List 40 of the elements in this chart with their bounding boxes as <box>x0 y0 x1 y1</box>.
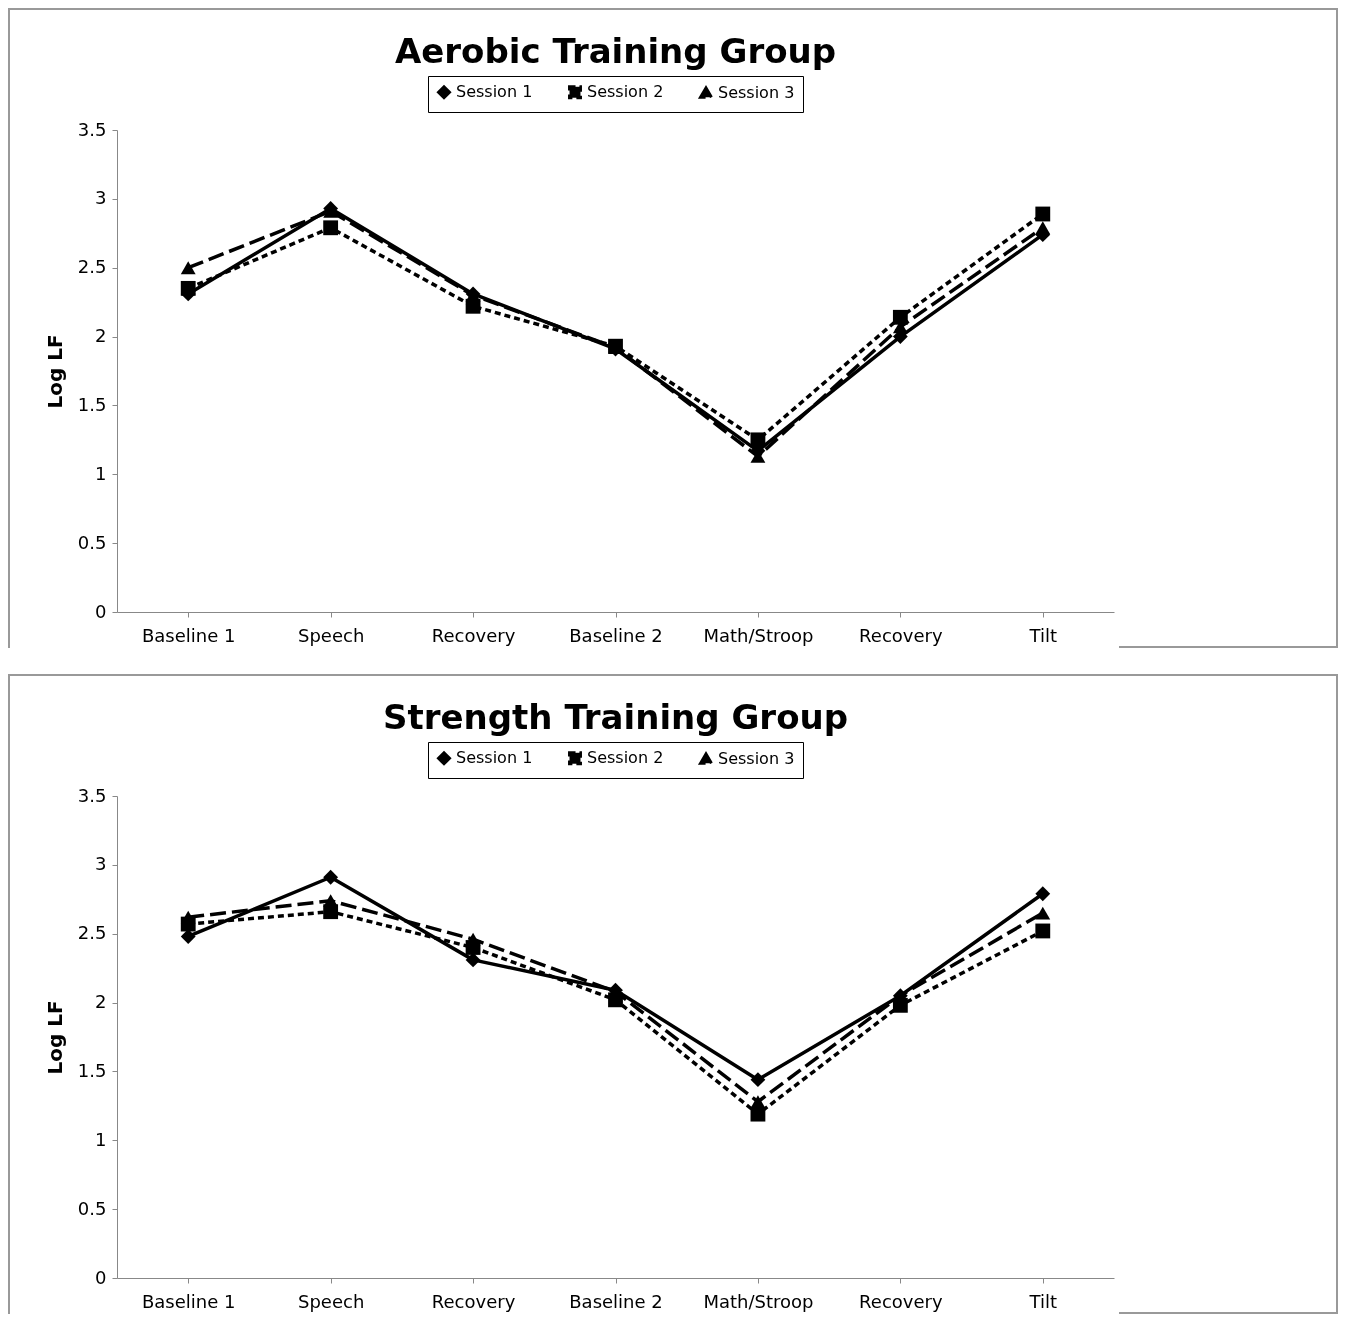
x-tick-label: Recovery <box>859 1290 943 1312</box>
legend-label: Session 1 <box>456 748 533 768</box>
legend-label: Session 3 <box>718 82 795 102</box>
y-tick-label: 3.5 <box>77 118 107 140</box>
y-tick-label: 1 <box>95 1128 107 1150</box>
x-tick-label: Baseline 2 <box>569 1290 663 1312</box>
legend-label: Session 3 <box>718 748 795 768</box>
y-tick-label: 0 <box>95 600 107 622</box>
x-tick-label: Recovery <box>431 1290 516 1312</box>
x-tick-label: Baseline 1 <box>141 624 236 646</box>
y-tick-label: 1 <box>95 462 107 484</box>
chart-title: Aerobic Training Group <box>394 30 837 71</box>
legend-label: Session 2 <box>587 82 664 102</box>
y-axis-title: Log LF <box>42 1000 67 1075</box>
y-axis-title: Log LF <box>42 334 67 409</box>
y-tick-label: 1.5 <box>77 1059 107 1081</box>
x-tick-label: Math/Stroop <box>703 624 814 646</box>
x-tick-label: Tilt <box>1028 1290 1058 1312</box>
y-tick-label: 2 <box>95 991 107 1013</box>
y-tick-label: 1.5 <box>77 393 107 415</box>
y-tick-label: 0.5 <box>77 531 107 553</box>
y-tick-label: 3.5 <box>77 784 107 806</box>
legend-label: Session 2 <box>587 748 664 768</box>
chart-title: Strength Training Group <box>382 696 849 737</box>
x-tick-label: Speech <box>297 1290 365 1312</box>
x-tick-label: Math/Stroop <box>703 1290 814 1312</box>
legend-label: Session 1 <box>456 82 533 102</box>
x-tick-label: Tilt <box>1028 624 1058 646</box>
y-tick-label: 2.5 <box>77 922 107 944</box>
y-tick-label: 3 <box>95 853 107 875</box>
x-tick-label: Recovery <box>859 624 943 646</box>
y-tick-label: 2.5 <box>77 256 107 278</box>
y-tick-label: 0 <box>95 1266 107 1288</box>
x-tick-label: Baseline 2 <box>569 624 663 646</box>
x-tick-label: Speech <box>297 624 365 646</box>
y-tick-label: 3 <box>95 187 107 209</box>
x-tick-label: Baseline 1 <box>141 1290 236 1312</box>
x-tick-label: Recovery <box>431 624 516 646</box>
y-tick-label: 2 <box>95 325 107 347</box>
y-tick-label: 0.5 <box>77 1197 107 1219</box>
